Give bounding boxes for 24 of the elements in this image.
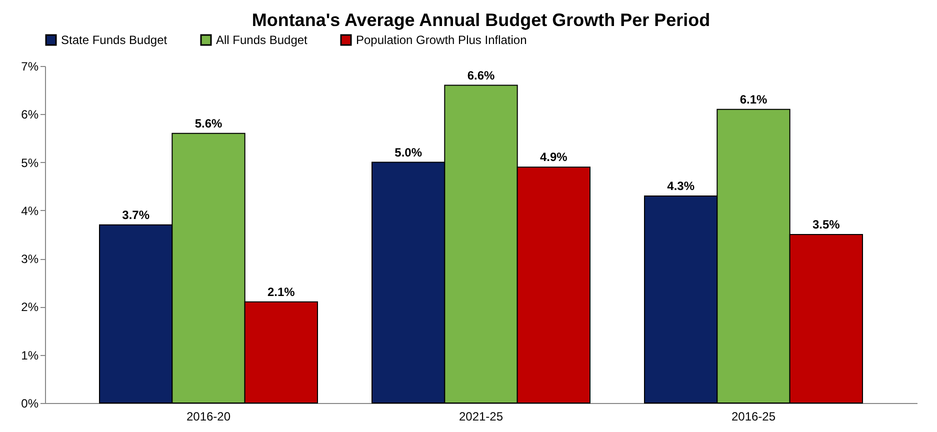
data-label: 5.6%	[194, 116, 222, 130]
x-tick-label: 2016-25	[731, 410, 776, 424]
data-label: 4.9%	[540, 150, 568, 164]
chart-title: Montana's Average Annual Budget Growth Per Period	[252, 10, 710, 30]
y-tick-label: 0%	[21, 396, 39, 410]
data-label: 2.1%	[267, 284, 296, 299]
y-tick-label: 4%	[21, 204, 39, 218]
data-label: 3.7%	[122, 208, 150, 222]
y-tick-label: 3%	[21, 252, 39, 266]
y-tick-label: 7%	[21, 60, 39, 74]
x-tick-label: 2021-25	[458, 410, 504, 424]
data-label: 3.5%	[812, 218, 840, 232]
legend-label: Population Growth Plus Inflation	[356, 33, 527, 47]
y-tick-label: 6%	[21, 108, 39, 122]
data-label: 4.3%	[667, 178, 695, 193]
legend-label: State Funds Budget	[61, 33, 168, 47]
y-tick-label: 1%	[21, 348, 39, 362]
x-tick-label: 2016-20	[186, 410, 231, 424]
data-label: 6.1%	[740, 92, 768, 106]
y-tick-label: 2%	[21, 300, 39, 314]
legend-label: All Funds Budget	[216, 33, 308, 47]
y-tick-label: 5%	[21, 156, 39, 170]
data-label: 5.0%	[394, 145, 422, 160]
data-label: 6.6%	[467, 68, 495, 82]
